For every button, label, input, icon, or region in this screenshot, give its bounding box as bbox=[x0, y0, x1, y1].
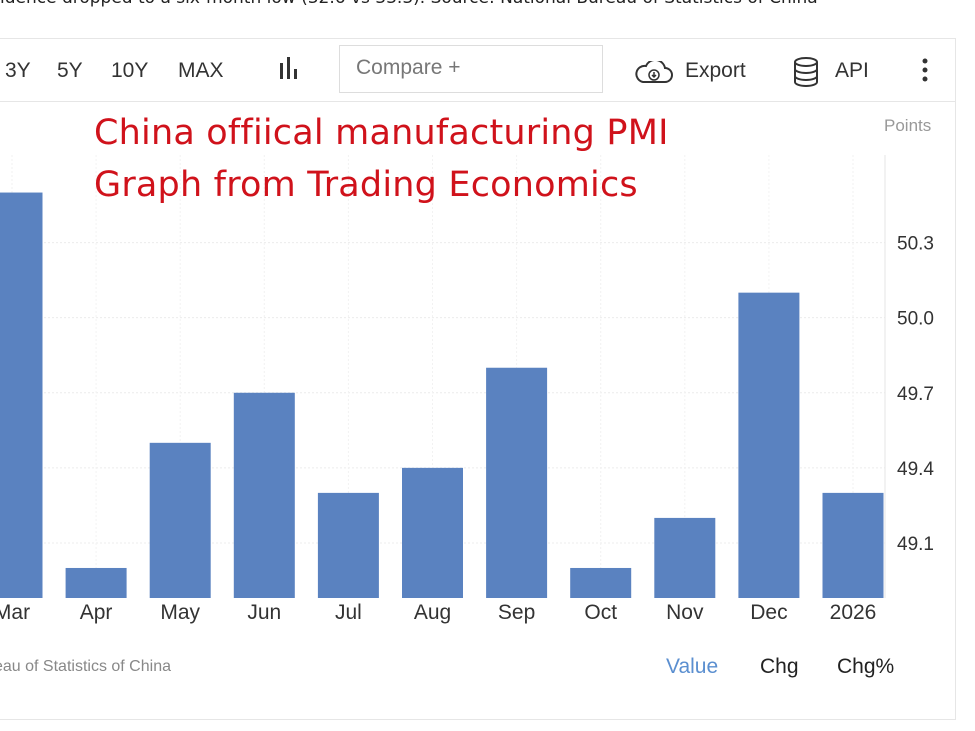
chg-tab[interactable]: Chg bbox=[760, 655, 799, 678]
compare-input[interactable]: Compare + bbox=[339, 45, 603, 93]
y-tick-label: 49.7 bbox=[897, 384, 934, 405]
x-tick-label: Jul bbox=[335, 601, 362, 624]
bar-dec[interactable] bbox=[738, 292, 800, 598]
range-10y-button[interactable]: 10Y bbox=[111, 59, 149, 82]
bar-apr[interactable] bbox=[65, 567, 127, 598]
article-text: idence dropped to a six-month low (32.6 … bbox=[0, 0, 818, 8]
bar-chart-icon[interactable] bbox=[279, 57, 301, 87]
x-tick-label: May bbox=[160, 601, 200, 624]
api-button[interactable]: API bbox=[835, 59, 869, 82]
x-tick-label: Jun bbox=[247, 601, 281, 624]
x-tick-label: Sep bbox=[498, 601, 535, 624]
bar-mar[interactable] bbox=[0, 192, 43, 599]
x-tick-label: Dec bbox=[750, 601, 787, 624]
chart-toolbar: 3Y 5Y 10Y MAX Compare + Export API bbox=[0, 39, 955, 102]
annotation-line-1: China offiical manufacturing PMI bbox=[94, 113, 669, 153]
y-tick-label: 50.3 bbox=[897, 234, 934, 255]
x-tick-label: 2026 bbox=[830, 601, 877, 624]
y-tick-label: 50.0 bbox=[897, 309, 934, 330]
chg-percent-tab[interactable]: Chg% bbox=[837, 655, 895, 678]
y-axis-unit-label: Points bbox=[884, 116, 932, 135]
y-tick-label: 49.1 bbox=[897, 534, 934, 555]
bar-aug[interactable] bbox=[402, 467, 463, 598]
database-icon[interactable] bbox=[793, 57, 819, 93]
range-max-button[interactable]: MAX bbox=[178, 59, 224, 82]
bar-sep[interactable] bbox=[486, 367, 548, 598]
x-tick-label: Nov bbox=[666, 601, 704, 624]
bar-jun[interactable] bbox=[233, 392, 295, 598]
x-tick-label: Apr bbox=[80, 601, 113, 624]
export-button[interactable]: Export bbox=[685, 59, 746, 82]
bar-jul[interactable] bbox=[317, 492, 379, 598]
value-tab[interactable]: Value bbox=[666, 655, 719, 678]
bar-nov[interactable] bbox=[654, 517, 716, 598]
chart-card: 3Y 5Y 10Y MAX Compare + Export API bbox=[0, 38, 956, 720]
vertical-ellipsis-icon[interactable] bbox=[921, 57, 929, 89]
source-text: eau of Statistics of China bbox=[0, 658, 171, 675]
x-tick-label: Mar bbox=[0, 601, 30, 624]
range-5y-button[interactable]: 5Y bbox=[57, 59, 83, 82]
bar-2026[interactable] bbox=[822, 492, 884, 598]
x-tick-label: Oct bbox=[584, 601, 617, 624]
y-tick-label: 49.4 bbox=[897, 459, 934, 480]
x-tick-label: Aug bbox=[414, 601, 451, 624]
annotation-line-2: Graph from Trading Economics bbox=[94, 165, 638, 205]
bar-oct[interactable] bbox=[570, 567, 632, 598]
range-3y-button[interactable]: 3Y bbox=[5, 59, 31, 82]
bar-may[interactable] bbox=[149, 442, 211, 598]
